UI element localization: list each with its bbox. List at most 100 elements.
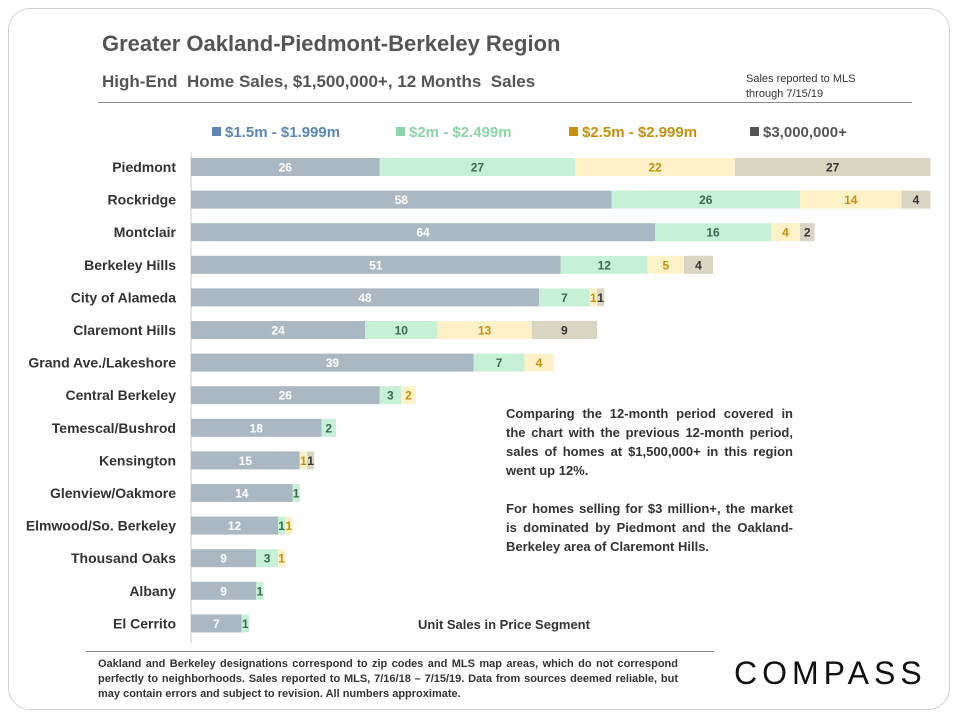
bar-value-label: 12 — [228, 519, 242, 533]
legend-label-1: $1.5m - $1.999m — [225, 124, 341, 141]
bar-value-label: 27 — [471, 161, 485, 175]
category-label: Montclair — [114, 224, 177, 240]
bar-segment — [531, 321, 597, 339]
category-label: Rockridge — [108, 192, 177, 208]
bar-segment — [647, 255, 684, 274]
bar-value-label: 1 — [278, 552, 285, 566]
legend-swatch-4 — [750, 127, 759, 136]
bar-value-label: 1 — [300, 454, 307, 468]
bar-value-label: 7 — [213, 617, 220, 631]
bar-value-label: 1 — [278, 519, 285, 533]
bar-value-label: 5 — [663, 258, 670, 272]
bar-segment — [379, 386, 402, 405]
bar-segment — [307, 451, 315, 470]
bar-segment — [191, 190, 612, 209]
bar-segment — [256, 581, 264, 600]
bar-segment — [191, 255, 561, 274]
legend-swatch-3 — [569, 127, 578, 136]
bar-segment — [589, 288, 597, 307]
bar-value-label: 7 — [496, 356, 503, 370]
bar-segment — [539, 288, 590, 307]
bar-value-label: 9 — [220, 584, 227, 598]
bar-segment — [401, 386, 416, 405]
note-line-2: through 7/15/19 — [746, 88, 824, 100]
bar-value-label: 64 — [416, 226, 430, 240]
bar-segment — [321, 418, 336, 437]
legend-item-4: $3,000,000+ — [750, 124, 847, 141]
bar-value-label: 1 — [257, 584, 264, 598]
bar-value-label: 39 — [326, 356, 340, 370]
category-label: Elmwood/So. Berkeley — [26, 518, 176, 534]
bar-segment — [597, 288, 605, 307]
note-line-1: Sales reported to MLS — [746, 73, 856, 85]
category-label: Grand Ave./Lakeshore — [28, 355, 176, 371]
bar-value-label: 22 — [648, 161, 662, 175]
bar-value-label: 26 — [279, 389, 293, 403]
category-label: Temescal/Bushrod — [52, 420, 176, 436]
bar-segment — [524, 353, 554, 372]
bar-segment — [800, 223, 815, 242]
bar-value-label: 4 — [782, 226, 789, 240]
bar-segment — [800, 190, 902, 209]
legend-label-4: $3,000,000+ — [763, 124, 847, 141]
bar-segment — [191, 549, 257, 568]
bar-value-label: 7 — [561, 291, 568, 305]
bar-value-label: 9 — [220, 552, 227, 566]
bar-segment — [684, 255, 713, 274]
bar-value-label: 26 — [279, 161, 293, 175]
legend-item-3: $2.5m - $2.999m — [569, 124, 697, 141]
legend-label-3: $2.5m - $2.999m — [582, 124, 698, 141]
footer-disclaimer: Oakland and Berkeley designations corres… — [98, 658, 678, 700]
bar-segment — [191, 418, 322, 437]
bar-value-label: 13 — [478, 324, 492, 338]
bar-value-label: 2 — [325, 421, 332, 435]
bar-value-label: 24 — [271, 324, 285, 338]
category-label: Kensington — [99, 452, 176, 468]
chart-title: Greater Oakland-Piedmont-Berkeley Region — [102, 31, 561, 56]
bar-segment — [278, 549, 286, 568]
bar-segment — [292, 484, 300, 502]
bar-segment — [191, 516, 278, 535]
category-label: City of Alameda — [71, 289, 176, 305]
bar-segment — [437, 321, 532, 339]
bar-segment — [191, 581, 257, 600]
bar-segment — [285, 516, 293, 535]
category-label: El Cerrito — [113, 615, 176, 631]
bar-segment — [901, 190, 931, 209]
category-label: Claremont Hills — [73, 322, 176, 338]
bar-segment — [191, 288, 539, 307]
compass-logo: COMPASS — [734, 655, 927, 691]
footer-divider — [86, 651, 714, 652]
bar-segment — [379, 158, 576, 176]
slide-frame — [8, 8, 950, 710]
bar-segment — [365, 321, 438, 339]
legend-swatch-2 — [396, 127, 405, 136]
bar-segment — [256, 549, 278, 568]
bar-value-label: 3 — [264, 552, 271, 566]
bar-value-label: 14 — [235, 487, 249, 501]
bar-segment — [191, 353, 474, 372]
bar-value-label: 1 — [242, 617, 249, 631]
bar-value-label: 15 — [239, 454, 253, 468]
bar-value-label: 1 — [597, 291, 604, 305]
category-label: Berkeley Hills — [84, 257, 176, 273]
bar-value-label: 10 — [395, 324, 409, 338]
bar-segment — [191, 614, 242, 633]
bar-value-label: 3 — [387, 389, 394, 403]
category-label: Thousand Oaks — [71, 550, 176, 566]
bar-value-label: 2 — [804, 226, 811, 240]
bar-segment — [241, 614, 249, 633]
bar-value-label: 4 — [536, 356, 543, 370]
bar-segment — [560, 255, 648, 274]
bar-value-label: 26 — [699, 193, 713, 207]
bar-value-label: 4 — [913, 193, 920, 207]
bar-segment — [191, 223, 655, 242]
bar-value-label: 58 — [395, 193, 409, 207]
category-label: Central Berkeley — [65, 387, 176, 403]
bar-value-label: 9 — [561, 324, 568, 338]
bar-segment — [191, 321, 365, 339]
bar-value-label: 12 — [598, 258, 612, 272]
bar-value-label: 1 — [590, 291, 597, 305]
category-label: Piedmont — [112, 159, 176, 175]
